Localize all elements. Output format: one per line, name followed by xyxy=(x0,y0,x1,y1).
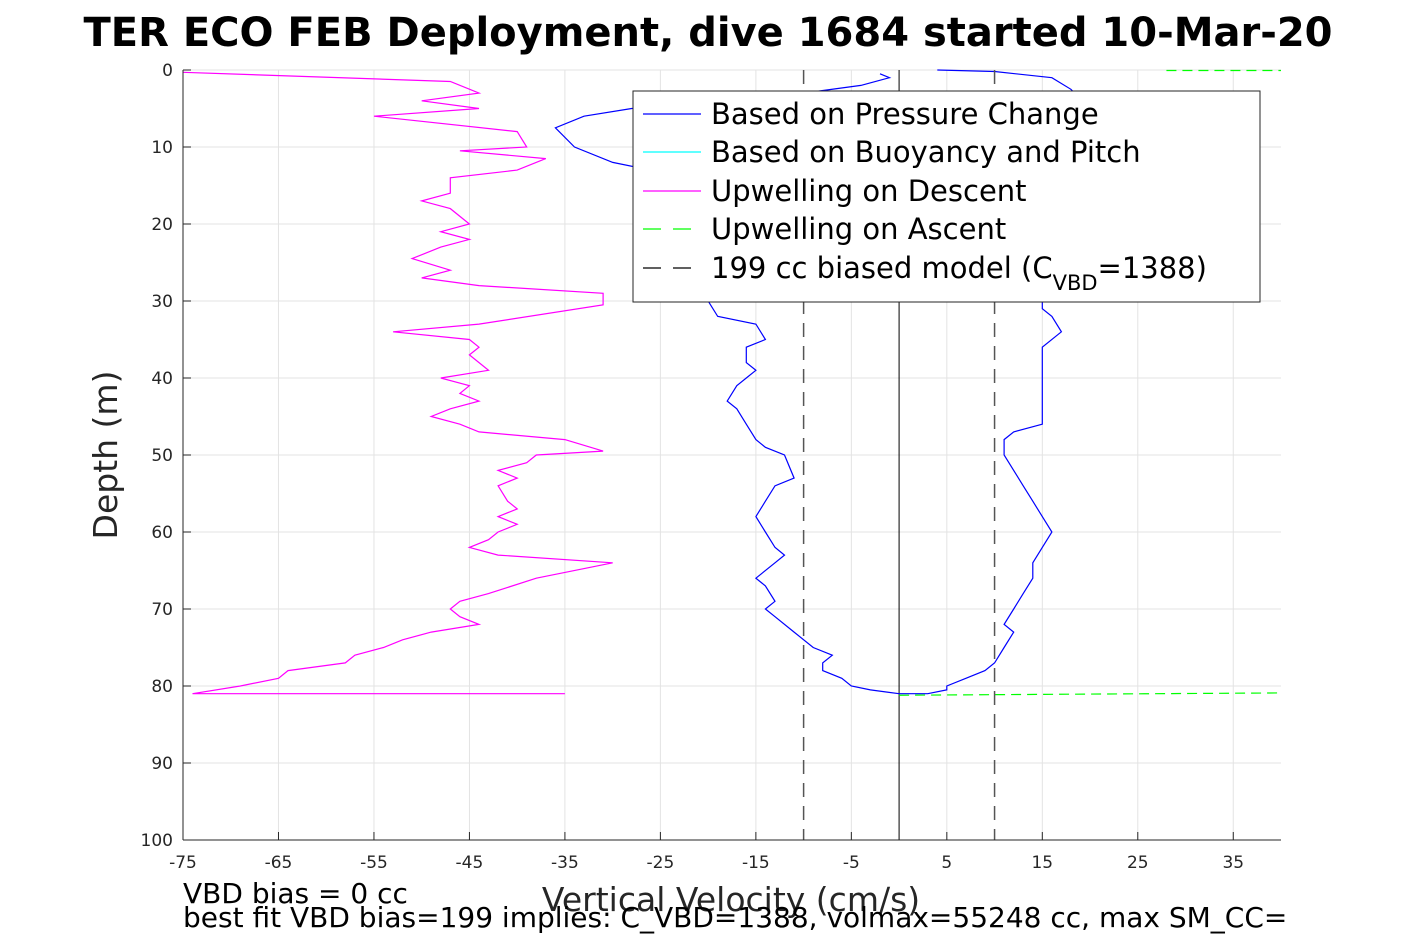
y-tick-label: 40 xyxy=(151,369,173,389)
x-tick-label: 25 xyxy=(1127,853,1149,873)
x-tick-label: 35 xyxy=(1222,853,1244,873)
y-tick-label: 80 xyxy=(151,677,173,697)
y-tick-label: 100 xyxy=(141,831,173,851)
x-tick-label: 5 xyxy=(941,853,952,873)
x-tick-label: 15 xyxy=(1031,853,1053,873)
x-tick-label: -75 xyxy=(169,853,197,873)
series-line xyxy=(899,692,1282,696)
y-tick-label: 90 xyxy=(151,754,173,774)
x-tick-label: -35 xyxy=(551,853,579,873)
y-tick-label: 20 xyxy=(151,215,173,235)
x-tick-label: -65 xyxy=(265,853,293,873)
x-tick-label: -45 xyxy=(456,853,484,873)
x-tick-label: -55 xyxy=(360,853,388,873)
x-tick-label: -15 xyxy=(742,853,770,873)
x-tick-label: -25 xyxy=(647,853,675,873)
y-axis-label: Depth (m) xyxy=(86,371,125,540)
y-tick-label: 50 xyxy=(151,446,173,466)
x-tick-label: -5 xyxy=(843,853,860,873)
y-tick-label: 70 xyxy=(151,600,173,620)
series-line xyxy=(182,71,613,695)
legend-label: Upwelling on Ascent xyxy=(711,212,1006,246)
y-tick-label: 10 xyxy=(151,138,173,158)
legend-label: Based on Buoyancy and Pitch xyxy=(711,135,1141,169)
legend-box xyxy=(632,90,1261,303)
fit-note: best fit VBD bias=199 implies: C_VBD=138… xyxy=(183,901,1287,934)
y-tick-label: 30 xyxy=(151,292,173,312)
chart-title: TER ECO FEB Deployment, dive 1684 starte… xyxy=(83,10,1332,56)
bias-note: VBD bias = 0 cc xyxy=(183,877,408,910)
legend-label: 199 cc biased model (CVBD=1388) xyxy=(711,251,1207,295)
legend: Based on Pressure Change Based on Buoyanc… xyxy=(632,90,1261,303)
axes: -75 -65 -55 -45 -35 -25 -15 -5 5 15 25 350102030405… xyxy=(141,61,1281,873)
y-tick-label: 0 xyxy=(162,61,173,81)
legend-label: Upwelling on Descent xyxy=(711,174,1027,208)
y-tick-label: 60 xyxy=(151,523,173,543)
x-axis-label: Vertical Velocity (cm/s) xyxy=(542,880,920,919)
legend-label: Based on Pressure Change xyxy=(711,97,1099,131)
